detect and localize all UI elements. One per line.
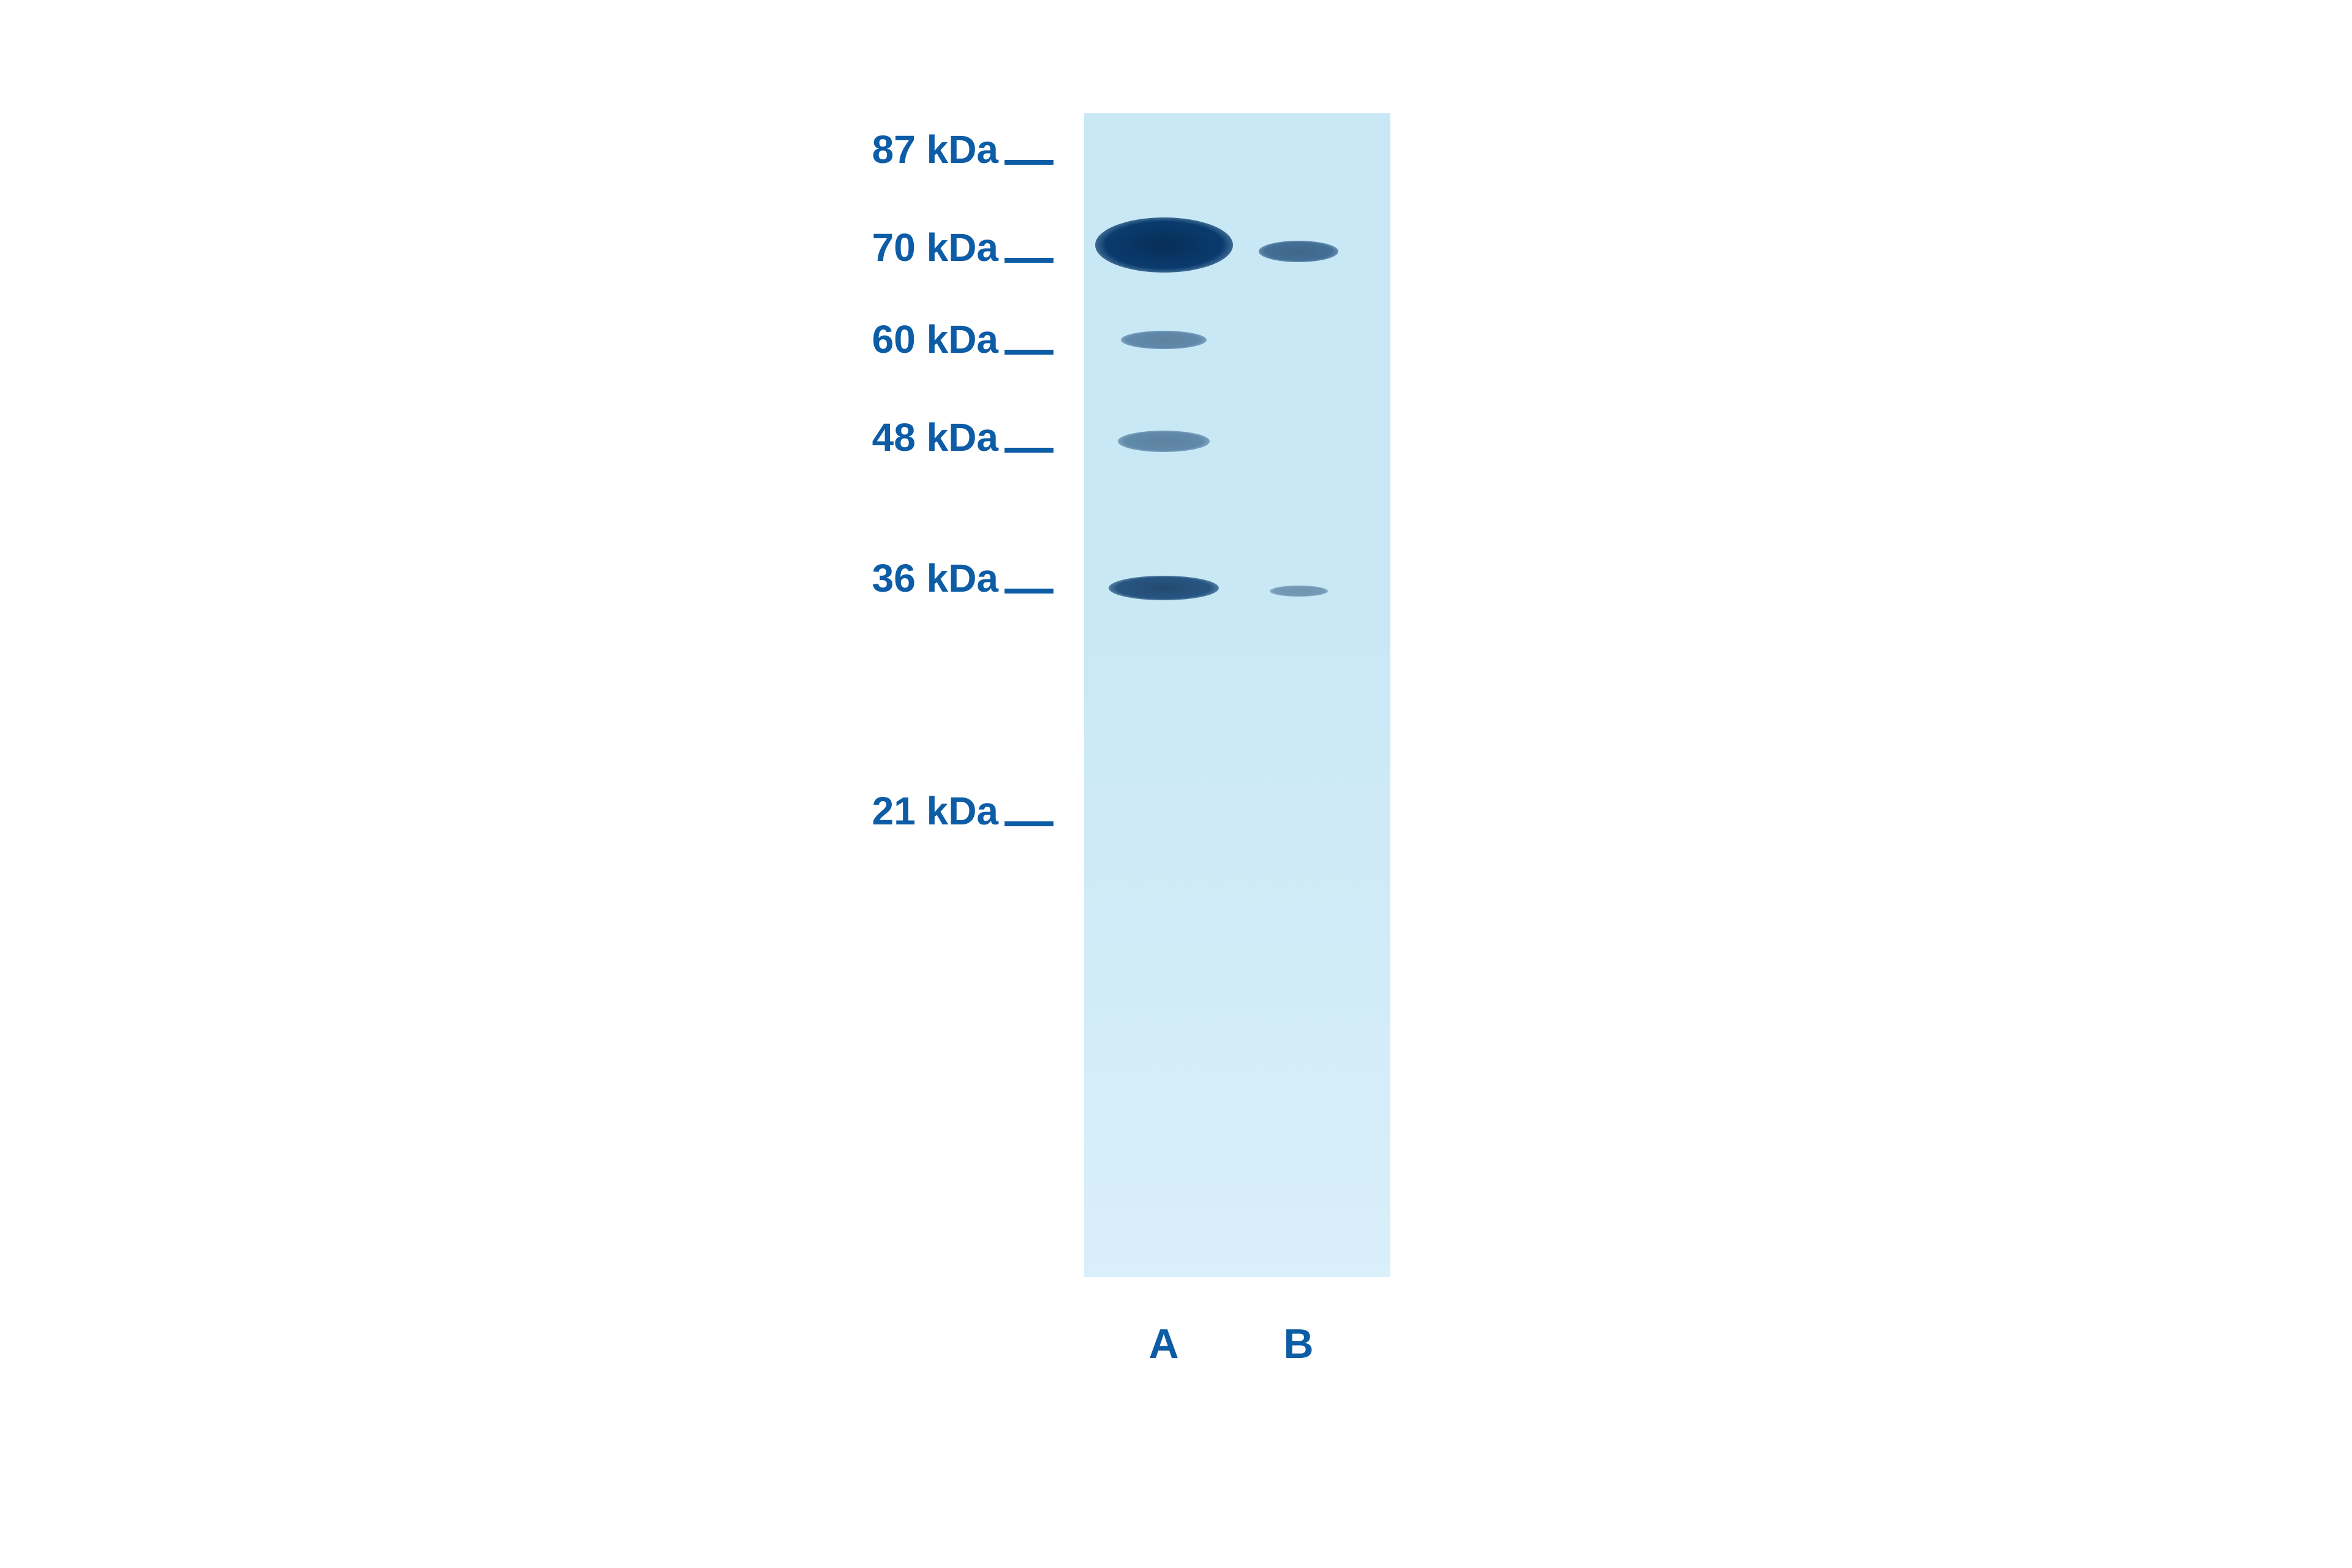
blot-band: [1095, 217, 1233, 273]
lane-label: B: [1268, 1320, 1329, 1368]
lane-background: [1084, 113, 1390, 1277]
mw-marker-tick: [1005, 589, 1054, 594]
mw-marker-tick: [1005, 350, 1054, 355]
blot-band: [1121, 331, 1207, 349]
mw-marker-label: 21 kDa: [827, 788, 998, 834]
blot-band: [1109, 576, 1219, 600]
western-blot-figure: 87 kDa 70 kDa 60 kDa 48 kDa 36 kDa 21 kDa A B: [655, 95, 1697, 1473]
blot-band: [1259, 241, 1338, 262]
mw-marker-label: 36 kDa: [827, 556, 998, 601]
mw-marker-label: 87 kDa: [827, 127, 998, 172]
mw-marker-tick: [1005, 821, 1054, 826]
mw-marker-tick: [1005, 258, 1054, 263]
mw-marker-label: 48 kDa: [827, 415, 998, 460]
mw-marker-tick: [1005, 160, 1054, 165]
blot-band: [1118, 431, 1210, 452]
mw-marker-label: 60 kDa: [827, 317, 998, 362]
mw-marker-label: 70 kDa: [827, 225, 998, 270]
lane-label: A: [1133, 1320, 1194, 1368]
blot-band: [1270, 586, 1328, 597]
mw-marker-tick: [1005, 448, 1054, 453]
